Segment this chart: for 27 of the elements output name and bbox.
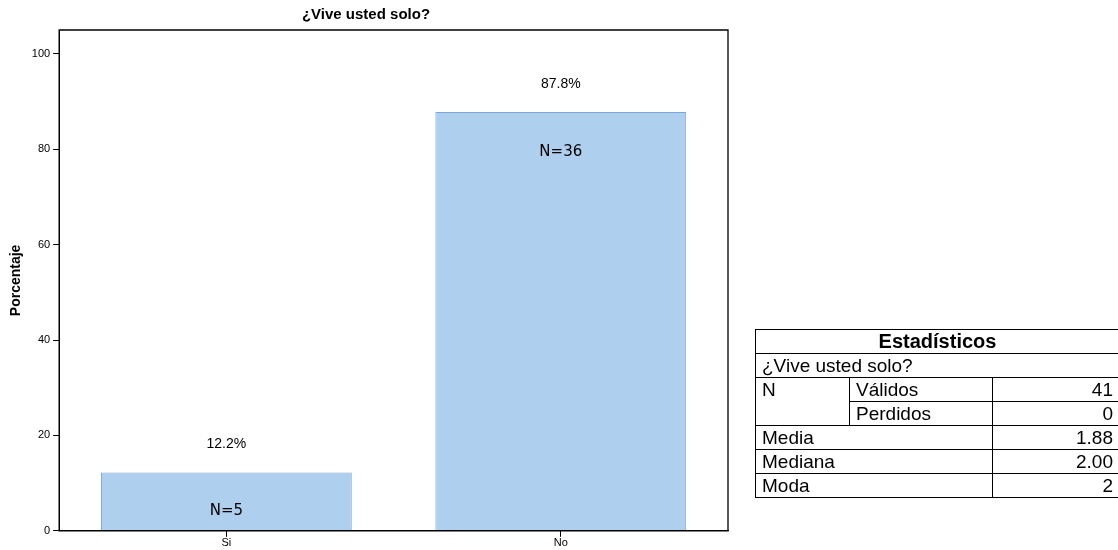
text: 0 — [1102, 403, 1113, 424]
annotation: N=36 — [539, 141, 583, 160]
x-tick-label: No — [553, 536, 568, 549]
category-label: Válidos — [849, 377, 993, 402]
y-tick-label: 0 — [44, 523, 51, 536]
category-label: Media — [755, 425, 993, 450]
text: Estadísticos — [755, 329, 1118, 354]
text: ¿Vive usted solo? — [755, 353, 1118, 378]
data-label: 12.2% — [206, 435, 247, 452]
y-tick-label: 20 — [37, 428, 51, 441]
text: N — [755, 377, 850, 426]
category-label: Moda — [755, 473, 993, 498]
category-label: Mediana — [755, 449, 993, 474]
text: 41 — [1091, 379, 1113, 400]
y-tick-label: 100 — [31, 46, 51, 59]
text: 2.00 — [1076, 451, 1113, 472]
text: 1.88 — [1076, 427, 1113, 448]
y-tick-label: 40 — [37, 333, 51, 346]
data-label: 87.8% — [540, 74, 581, 91]
annotation: N=5 — [209, 500, 244, 519]
y-axis-title: Porcentaje — [7, 244, 24, 317]
chart-title: ¿Vive usted solo? — [301, 5, 431, 23]
category-label: Perdidos — [849, 401, 993, 426]
y-tick-label: 80 — [37, 142, 51, 155]
y-tick-label: 60 — [37, 237, 51, 250]
text: 2 — [1102, 475, 1113, 496]
x-tick-label: Si — [221, 536, 232, 549]
